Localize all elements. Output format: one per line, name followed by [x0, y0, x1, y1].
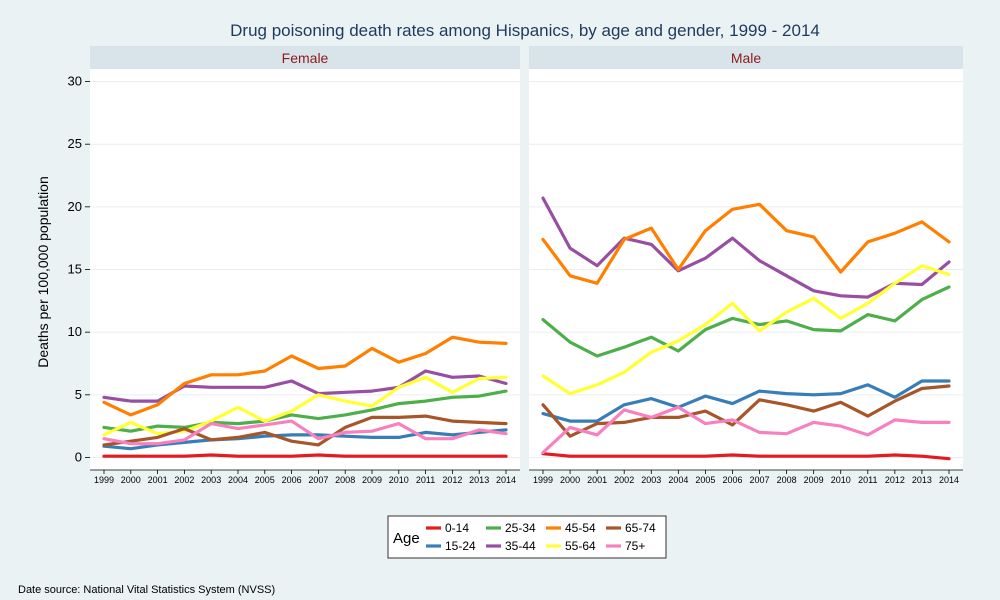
chart-title: Drug poisoning death rates among Hispani… — [230, 21, 820, 40]
x-tick-label: 2012 — [885, 475, 905, 485]
legend-label: 45-54 — [565, 521, 596, 535]
x-tick-label: 2005 — [695, 475, 715, 485]
x-tick-label: 1999 — [533, 475, 553, 485]
legend-label: 65-74 — [625, 521, 656, 535]
panel-strip-label: Female — [282, 50, 329, 66]
panel-male: Male 1999 2000 2001 2002 2003 2004 2005 2006 2007… — [529, 46, 963, 485]
legend-item-55-64: 55-64 — [546, 539, 596, 553]
legend-item-15-24: 15-24 — [426, 539, 476, 553]
x-tick-label: 2005 — [255, 475, 275, 485]
panel-strip — [529, 46, 963, 69]
x-tick-label: 2002 — [174, 475, 194, 485]
x-tick-label: 2012 — [442, 475, 462, 485]
legend-title: Age — [393, 530, 420, 547]
x-tick-label: 2011 — [416, 475, 435, 485]
panel-strip-label: Male — [731, 50, 762, 66]
x-tick-label: 2009 — [804, 475, 824, 485]
x-tick-label: 2006 — [722, 475, 742, 485]
x-tick-label: 2000 — [121, 475, 141, 485]
series-line-35-44 — [541, 196, 951, 299]
x-tick-label: 2008 — [335, 475, 355, 485]
x-tick-label: 2002 — [614, 475, 634, 485]
legend-label: 35-44 — [505, 539, 536, 553]
legend: Age 0-14 15-24 25-34 35-44 45-54 55-64 65-74 75+ — [387, 515, 667, 559]
x-tick-label: 2011 — [858, 475, 877, 485]
x-tick-label: 2007 — [750, 475, 770, 485]
x-tick-label: 2004 — [228, 475, 248, 485]
data-source-note: Date source: National Vital Statistics S… — [18, 584, 275, 596]
y-tick-label: 15 — [68, 262, 82, 277]
x-tick-label: 1999 — [94, 475, 114, 485]
series-line-65-74 — [102, 414, 508, 447]
series-line-55-64 — [541, 264, 951, 396]
y-axis-label: Deaths per 100,000 population — [35, 176, 51, 367]
series-line-45-54 — [541, 202, 951, 285]
x-tick-label: 2003 — [201, 475, 221, 485]
x-tick-label: 2000 — [560, 475, 580, 485]
x-tick-label: 2013 — [469, 475, 489, 485]
series-line-75+ — [541, 405, 951, 455]
x-tick-label: 2014 — [496, 475, 516, 485]
series-line-15-24 — [102, 428, 508, 451]
legend-item-35-44: 35-44 — [486, 539, 536, 553]
legend-label: 75+ — [625, 539, 645, 553]
y-tick-label: 30 — [68, 74, 82, 89]
series-line-0-14 — [102, 453, 508, 458]
y-tick-label: 25 — [68, 136, 82, 151]
legend-label: 55-64 — [565, 539, 596, 553]
x-tick-label: 2010 — [389, 475, 409, 485]
x-tick-label: 2008 — [777, 475, 797, 485]
series-line-75+ — [102, 419, 508, 446]
panel-strip — [90, 46, 520, 69]
x-tick-label: 2007 — [308, 475, 328, 485]
legend-item-45-54: 45-54 — [546, 521, 596, 535]
x-tick-label: 2009 — [362, 475, 382, 485]
legend-label: 15-24 — [445, 539, 476, 553]
x-tick-label: 2001 — [587, 475, 607, 485]
series-line-25-34 — [102, 389, 508, 433]
legend-item-65-74: 65-74 — [606, 521, 656, 535]
legend-item-75+: 75+ — [606, 539, 645, 553]
legend-item-25-34: 25-34 — [486, 521, 536, 535]
x-tick-label: 2014 — [939, 475, 959, 485]
series-line-0-14 — [541, 452, 951, 461]
x-tick-label: 2003 — [641, 475, 661, 485]
legend-label: 0-14 — [445, 521, 469, 535]
x-tick-label: 2001 — [148, 475, 168, 485]
series-line-15-24 — [541, 379, 951, 423]
series-line-25-34 — [541, 285, 951, 358]
y-tick-label: 20 — [68, 199, 82, 214]
y-tick-label: 10 — [68, 324, 82, 339]
series-line-45-54 — [102, 335, 508, 417]
legend-box — [387, 515, 667, 559]
y-tick-label: 5 — [75, 387, 82, 402]
y-tick-label: 0 — [75, 449, 82, 464]
legend-label: 25-34 — [505, 521, 536, 535]
legend-item-0-14: 0-14 — [426, 521, 469, 535]
x-tick-label: 2013 — [912, 475, 932, 485]
x-tick-label: 2010 — [831, 475, 851, 485]
x-tick-label: 2004 — [668, 475, 688, 485]
x-tick-label: 2006 — [282, 475, 302, 485]
